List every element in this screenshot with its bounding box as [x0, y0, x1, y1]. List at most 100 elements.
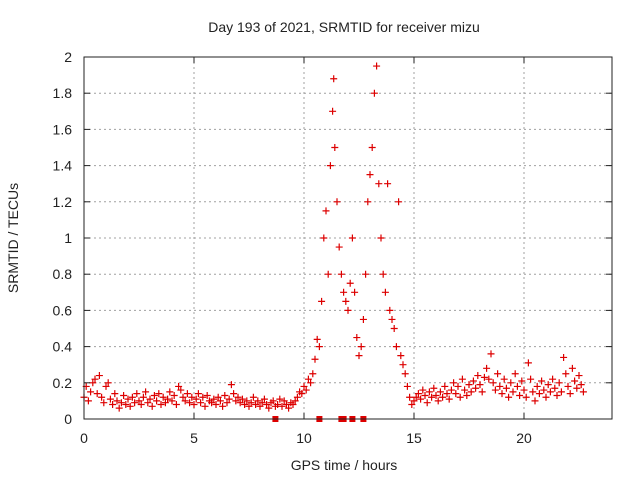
data-point [221, 391, 229, 399]
data-point [498, 390, 506, 398]
data-point [373, 62, 381, 70]
y-tick-label: 0.4 [53, 339, 73, 355]
data-point [575, 372, 583, 380]
x-tick-label: 10 [296, 430, 312, 446]
data-point [298, 390, 306, 398]
data-point [355, 352, 363, 360]
data-point [153, 397, 161, 405]
data-point [276, 395, 284, 403]
data-point [401, 370, 409, 378]
data-point [212, 401, 220, 409]
data-point [500, 375, 508, 383]
data-point [318, 297, 326, 305]
data-point [417, 395, 425, 403]
data-point [269, 397, 277, 405]
data-point [120, 391, 128, 399]
data-point [507, 379, 515, 387]
data-point [190, 401, 198, 409]
data-point [210, 395, 218, 403]
data-point [159, 393, 167, 401]
data-point [330, 75, 338, 83]
data-point [533, 382, 541, 390]
data-point [430, 384, 438, 392]
data-point [395, 198, 403, 206]
x-tick-label: 0 [80, 430, 88, 446]
data-point [474, 372, 482, 380]
data-point [346, 279, 354, 287]
data-point [245, 402, 253, 410]
data-point [84, 397, 92, 405]
data-point [447, 386, 455, 394]
data-point [91, 375, 99, 383]
data-point [421, 391, 429, 399]
data-point [342, 297, 350, 305]
data-point [223, 399, 231, 407]
data-point [377, 234, 385, 242]
data-point [247, 399, 255, 407]
data-point [403, 382, 411, 390]
data-point [425, 388, 433, 396]
data-point [170, 391, 178, 399]
data-point [293, 393, 301, 401]
y-tick-label: 2 [64, 49, 72, 65]
data-point [309, 370, 317, 378]
data-point [280, 397, 288, 405]
data-point [390, 325, 398, 332]
data-point [139, 393, 147, 401]
data-point [538, 377, 546, 385]
data-point [168, 397, 176, 405]
data-point [340, 288, 348, 296]
data-point [478, 388, 486, 396]
data-point [150, 391, 158, 399]
data-point [535, 390, 543, 398]
data-point [329, 107, 337, 115]
data-point [122, 401, 130, 409]
data-point [313, 335, 321, 343]
data-point [388, 315, 396, 323]
data-point [399, 361, 407, 369]
data-point [489, 379, 497, 387]
data-point [366, 171, 374, 179]
data-point [278, 402, 286, 410]
data-point [175, 382, 183, 390]
data-point [577, 381, 585, 389]
data-point [392, 343, 400, 351]
data-point [265, 404, 273, 412]
data-point [368, 144, 376, 151]
data-point [322, 207, 330, 215]
data-point [414, 390, 422, 398]
data-point [216, 397, 224, 405]
data-point [177, 386, 185, 394]
data-point [348, 234, 356, 242]
data-point [381, 288, 389, 296]
data-point [179, 393, 187, 401]
data-point [467, 388, 475, 396]
data-point [258, 399, 266, 407]
data-point [553, 391, 561, 399]
data-point [410, 397, 418, 405]
plot-frame [83, 56, 613, 420]
data-point [571, 377, 579, 385]
data-point [302, 386, 310, 394]
chart-title: Day 193 of 2021, SRMTID for receiver miz… [208, 19, 480, 35]
data-point [117, 399, 125, 407]
data-point [502, 384, 510, 392]
data-point [274, 401, 282, 409]
data-point [194, 390, 202, 398]
x-tick-label: 15 [406, 430, 422, 446]
y-tick-label: 0.2 [53, 375, 73, 391]
data-point [555, 379, 563, 387]
data-point [164, 395, 172, 403]
data-point [379, 270, 387, 278]
data-point [87, 388, 95, 396]
y-tick-label: 1.4 [53, 158, 73, 174]
data-point [566, 390, 574, 398]
data-point [496, 382, 504, 390]
data-point [241, 401, 249, 409]
data-point [551, 384, 559, 392]
data-point [454, 382, 462, 390]
data-point [375, 180, 383, 188]
y-tick-label: 0.8 [53, 266, 73, 282]
data-point [542, 393, 550, 401]
